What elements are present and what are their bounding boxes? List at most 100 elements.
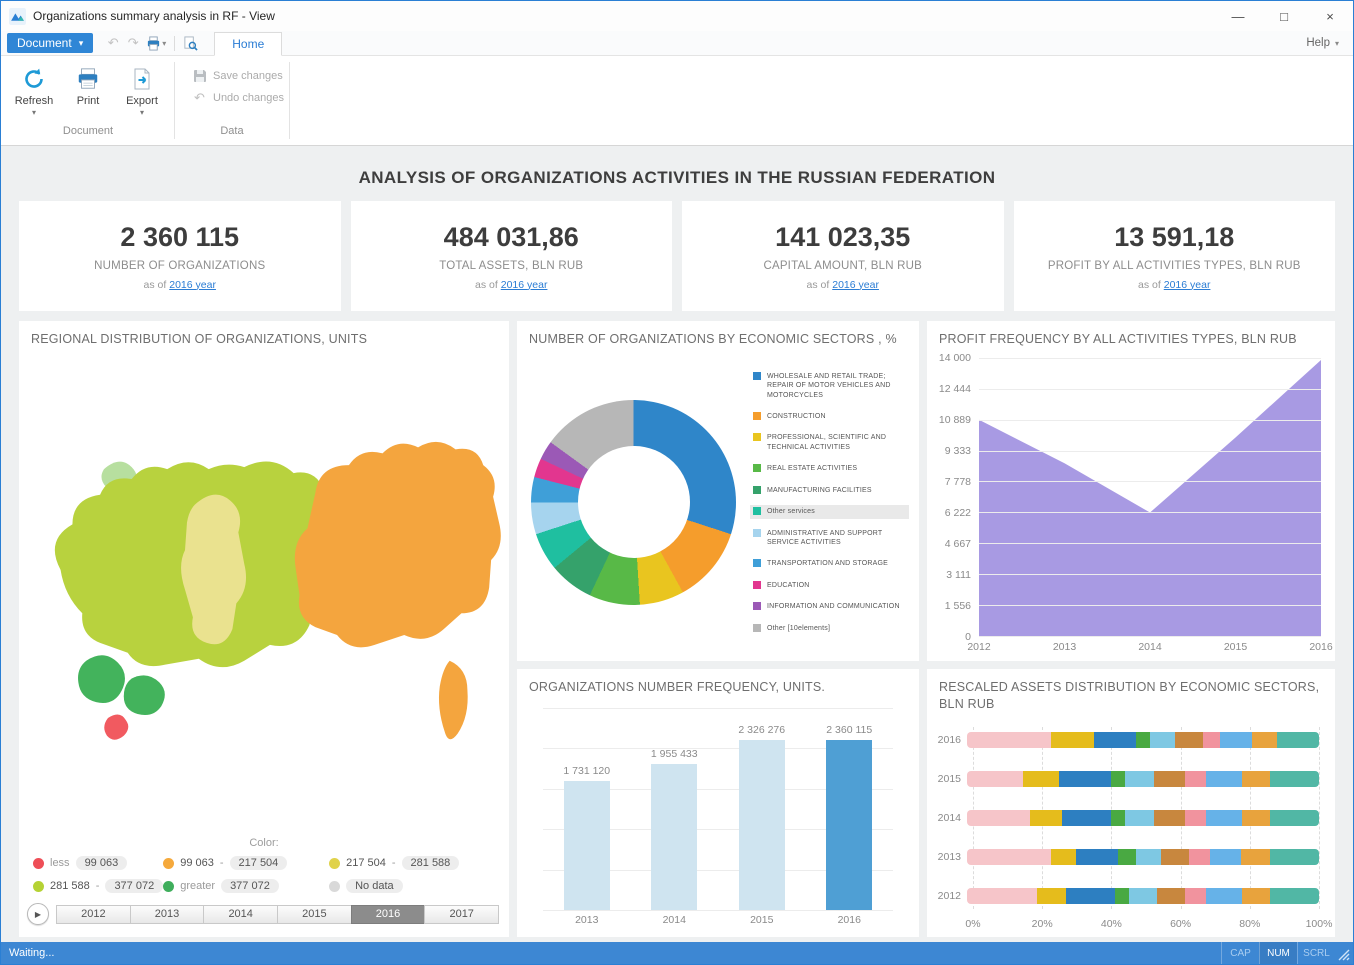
bar-segment[interactable]	[1065, 887, 1115, 904]
bar-segment[interactable]	[1269, 887, 1319, 904]
bar[interactable]	[563, 781, 610, 910]
quick-print-icon[interactable]	[143, 33, 163, 53]
map-region[interactable]	[181, 494, 247, 645]
bar-segment[interactable]	[1037, 887, 1066, 904]
bar-segment[interactable]	[1062, 809, 1112, 826]
bar-segment[interactable]	[967, 732, 1052, 749]
bar-segment[interactable]	[1051, 848, 1077, 865]
bar-segment[interactable]	[1118, 848, 1136, 865]
bar-segment[interactable]	[1153, 809, 1186, 826]
year-button-2012[interactable]: 2012	[56, 904, 131, 924]
bar-segment[interactable]	[1150, 732, 1175, 749]
refresh-button[interactable]: Refresh ▾	[7, 64, 61, 117]
undo-changes-button[interactable]: ↶ Undo changes	[192, 90, 284, 105]
minimize-button[interactable]: —	[1215, 1, 1261, 31]
bar-segment[interactable]	[1111, 809, 1126, 826]
donut-legend-item[interactable]: EDUCATION	[750, 579, 909, 592]
year-button-2017[interactable]: 2017	[424, 904, 500, 924]
bar-segment[interactable]	[1058, 771, 1112, 788]
bar-segment[interactable]	[1125, 771, 1154, 788]
year-button-2016[interactable]: 2016	[350, 904, 426, 924]
bar-segment[interactable]	[1051, 732, 1094, 749]
map-region[interactable]	[294, 441, 501, 648]
donut-legend-item[interactable]: ADMINISTRATIVE AND SUPPORT SERVICE ACTIV…	[750, 527, 909, 550]
bar[interactable]	[738, 739, 785, 910]
donut-legend-item[interactable]: PROFESSIONAL, SCIENTIFIC AND TECHNICAL A…	[750, 431, 909, 454]
map-region[interactable]	[78, 655, 125, 703]
bar-segment[interactable]	[1241, 771, 1270, 788]
bar-segment[interactable]	[1111, 771, 1126, 788]
bar-segment[interactable]	[1023, 771, 1059, 788]
bar-segment[interactable]	[1241, 887, 1270, 904]
bar-segment[interactable]	[1157, 887, 1186, 904]
bar-segment[interactable]	[967, 771, 1024, 788]
year-button-2013[interactable]: 2013	[129, 904, 205, 924]
print-preview-icon[interactable]	[180, 33, 200, 53]
undo-icon[interactable]: ↶	[107, 35, 119, 50]
tab-home[interactable]: Home	[214, 32, 283, 56]
bar-segment[interactable]	[1206, 771, 1242, 788]
map-region[interactable]	[438, 660, 468, 740]
bar-segment[interactable]	[1209, 848, 1242, 865]
donut-legend-item[interactable]: Other [10elements]	[750, 622, 909, 635]
bar-segment[interactable]	[1269, 809, 1319, 826]
donut-legend-item[interactable]: MANUFACTURING FACILITIES	[750, 484, 909, 497]
bar-segment[interactable]	[1220, 732, 1253, 749]
bar-segment[interactable]	[1185, 771, 1207, 788]
bar-segment[interactable]	[967, 809, 1031, 826]
year-button-2014[interactable]: 2014	[203, 904, 279, 924]
maximize-button[interactable]: □	[1261, 1, 1307, 31]
bar-segment[interactable]	[1114, 887, 1129, 904]
bar-segment[interactable]	[1206, 809, 1242, 826]
bar[interactable]	[651, 764, 698, 910]
bar-segment[interactable]	[967, 887, 1038, 904]
bar-segment[interactable]	[1135, 848, 1161, 865]
donut-legend-item[interactable]: INFORMATION AND COMMUNICATION	[750, 600, 909, 613]
bar-segment[interactable]	[1241, 848, 1270, 865]
year-link[interactable]: 2016 year	[500, 278, 548, 291]
document-menu-button[interactable]: Document ▾	[7, 33, 94, 53]
bar-segment[interactable]	[1188, 848, 1210, 865]
bar-segment[interactable]	[1128, 887, 1158, 904]
russia-map[interactable]	[27, 352, 501, 833]
bar-segment[interactable]	[1202, 732, 1221, 749]
donut-legend-item[interactable]: REAL ESTATE ACTIVITIES	[750, 462, 909, 475]
bar-segment[interactable]	[967, 848, 1052, 865]
bar-segment[interactable]	[1160, 848, 1189, 865]
donut-legend-item[interactable]: WHOLESALE AND RETAIL TRADE; REPAIR OF MO…	[750, 370, 909, 402]
bar-segment[interactable]	[1276, 732, 1319, 749]
bar-segment[interactable]	[1269, 848, 1319, 865]
bar-segment[interactable]	[1206, 887, 1242, 904]
save-changes-button[interactable]: Save changes	[192, 68, 283, 83]
bar-segment[interactable]	[1076, 848, 1119, 865]
donut-legend-item[interactable]: TRANSPORTATION AND STORAGE	[750, 557, 909, 570]
play-button[interactable]: ▶	[27, 903, 49, 925]
bar-segment[interactable]	[1030, 809, 1063, 826]
bar-segment[interactable]	[1153, 771, 1186, 788]
area-plot[interactable]	[979, 357, 1321, 637]
chevron-down-icon[interactable]: ▾	[162, 38, 167, 48]
bar-segment[interactable]	[1093, 732, 1136, 749]
bar-segment[interactable]	[1185, 809, 1207, 826]
bar-segment[interactable]	[1241, 809, 1270, 826]
donut-legend-item[interactable]: CONSTRUCTION	[750, 410, 909, 423]
donut-legend-item[interactable]: Other services	[750, 505, 909, 519]
year-link[interactable]: 2016 year	[169, 278, 216, 291]
close-button[interactable]: ×	[1307, 1, 1353, 31]
bar-segment[interactable]	[1185, 887, 1207, 904]
map-region[interactable]	[123, 675, 165, 715]
year-link[interactable]: 2016 year	[1163, 278, 1211, 291]
year-link[interactable]: 2016 year	[832, 278, 879, 291]
export-button[interactable]: Export ▾	[115, 64, 169, 117]
bar-segment[interactable]	[1125, 809, 1154, 826]
bar-segment[interactable]	[1135, 732, 1151, 749]
bar-chart-plot[interactable]: 1 731 120 1 955 433 2 326 276 2 360 115	[543, 707, 893, 911]
bar-segment[interactable]	[1252, 732, 1277, 749]
bar-segment[interactable]	[1269, 771, 1319, 788]
bar-segment[interactable]	[1174, 732, 1203, 749]
help-button[interactable]: Help ▾	[1306, 37, 1339, 49]
redo-icon[interactable]: ↷	[127, 35, 139, 50]
bar[interactable]	[826, 739, 873, 910]
year-button-2015[interactable]: 2015	[277, 904, 352, 924]
resize-grip[interactable]	[1335, 942, 1353, 964]
